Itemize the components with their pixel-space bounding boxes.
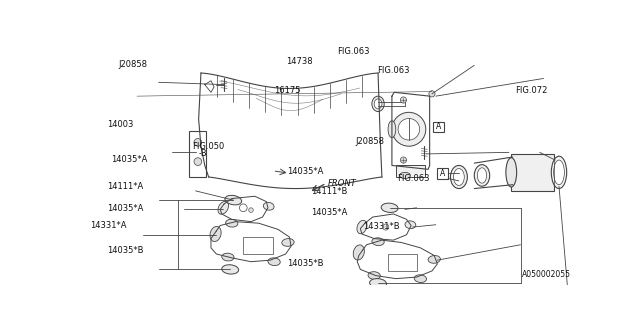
Bar	[511, 154, 554, 191]
Ellipse shape	[474, 165, 490, 186]
Text: FIG.050: FIG.050	[193, 142, 225, 151]
Text: FIG.072: FIG.072	[515, 86, 548, 95]
Text: 14331*B: 14331*B	[364, 222, 400, 231]
Ellipse shape	[428, 255, 440, 263]
Ellipse shape	[372, 96, 384, 112]
Text: A: A	[436, 123, 442, 132]
Ellipse shape	[218, 201, 228, 214]
Circle shape	[392, 112, 426, 146]
Ellipse shape	[263, 202, 274, 210]
Text: FIG.063: FIG.063	[337, 47, 369, 56]
Text: 14035*B: 14035*B	[108, 246, 144, 255]
Ellipse shape	[451, 165, 467, 188]
Circle shape	[401, 97, 406, 103]
Text: 14035*B: 14035*B	[287, 259, 324, 268]
Ellipse shape	[370, 279, 387, 288]
Ellipse shape	[210, 227, 221, 242]
Circle shape	[194, 139, 202, 146]
Text: 14003: 14003	[108, 120, 134, 129]
Ellipse shape	[226, 219, 238, 227]
Text: FRONT: FRONT	[328, 179, 356, 188]
Bar	[388, 254, 417, 271]
Text: A050002055: A050002055	[522, 270, 570, 279]
Text: 14035*A: 14035*A	[311, 208, 347, 217]
Text: 14738: 14738	[286, 57, 313, 66]
Ellipse shape	[554, 160, 564, 185]
Text: 14035*A: 14035*A	[111, 155, 148, 164]
Ellipse shape	[506, 158, 516, 187]
Ellipse shape	[268, 258, 280, 266]
Ellipse shape	[222, 265, 239, 274]
Text: J20858: J20858	[355, 137, 384, 146]
Bar	[396, 165, 425, 177]
Ellipse shape	[405, 221, 416, 228]
Ellipse shape	[399, 172, 410, 179]
Ellipse shape	[225, 195, 242, 205]
Bar	[437, 168, 448, 179]
Bar	[243, 237, 273, 254]
Circle shape	[249, 208, 253, 212]
Text: 14111*A: 14111*A	[108, 182, 143, 191]
Ellipse shape	[221, 253, 234, 261]
Text: 14035*A: 14035*A	[108, 204, 143, 213]
Text: 14111*B: 14111*B	[311, 187, 347, 196]
Ellipse shape	[282, 239, 294, 246]
Text: FIG.063: FIG.063	[397, 174, 429, 183]
Circle shape	[239, 204, 247, 212]
Ellipse shape	[372, 238, 384, 245]
Ellipse shape	[357, 220, 367, 234]
Text: FIG.063: FIG.063	[378, 66, 410, 75]
Ellipse shape	[477, 168, 486, 183]
Circle shape	[401, 157, 406, 163]
Text: J20858: J20858	[118, 60, 148, 69]
Ellipse shape	[454, 169, 464, 186]
Bar	[433, 122, 444, 132]
Text: 14035*A: 14035*A	[287, 167, 324, 176]
Ellipse shape	[353, 245, 364, 260]
Ellipse shape	[551, 156, 566, 188]
Circle shape	[194, 158, 202, 165]
Circle shape	[383, 224, 389, 230]
Ellipse shape	[374, 99, 382, 109]
Text: 14331*A: 14331*A	[90, 221, 127, 230]
Ellipse shape	[388, 121, 396, 138]
Text: -B: -B	[199, 149, 207, 158]
Circle shape	[398, 118, 420, 140]
Bar	[189, 131, 206, 177]
Text: 16175: 16175	[274, 86, 300, 95]
Circle shape	[429, 91, 435, 97]
Ellipse shape	[414, 275, 426, 283]
Ellipse shape	[381, 203, 398, 212]
Text: A: A	[440, 169, 445, 178]
Ellipse shape	[368, 272, 380, 279]
